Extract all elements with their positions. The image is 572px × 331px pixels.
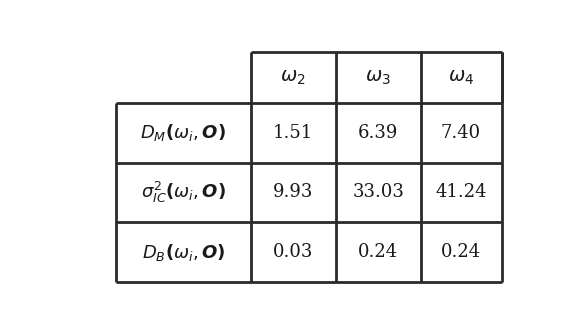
Text: $\boldsymbol{\sigma^2_{IC}(\omega_i,O)}$: $\boldsymbol{\sigma^2_{IC}(\omega_i,O)}$ <box>141 180 226 205</box>
Text: $\boldsymbol{\omega_4}$: $\boldsymbol{\omega_4}$ <box>448 68 474 87</box>
Text: 9.93: 9.93 <box>273 183 313 201</box>
Text: 41.24: 41.24 <box>435 183 487 201</box>
Text: 6.39: 6.39 <box>358 124 398 142</box>
Text: $\boldsymbol{\omega_2}$: $\boldsymbol{\omega_2}$ <box>280 68 306 87</box>
Text: 33.03: 33.03 <box>352 183 404 201</box>
Text: $\boldsymbol{D_M(\omega_i,O)}$: $\boldsymbol{D_M(\omega_i,O)}$ <box>140 122 227 143</box>
Text: $\boldsymbol{D_B(\omega_i,O)}$: $\boldsymbol{D_B(\omega_i,O)}$ <box>141 242 225 262</box>
Text: $\boldsymbol{\omega_3}$: $\boldsymbol{\omega_3}$ <box>365 68 391 87</box>
Text: 0.03: 0.03 <box>273 243 313 261</box>
Text: 1.51: 1.51 <box>273 124 313 142</box>
Text: 0.24: 0.24 <box>358 243 398 261</box>
Text: 0.24: 0.24 <box>441 243 481 261</box>
Text: 7.40: 7.40 <box>441 124 481 142</box>
